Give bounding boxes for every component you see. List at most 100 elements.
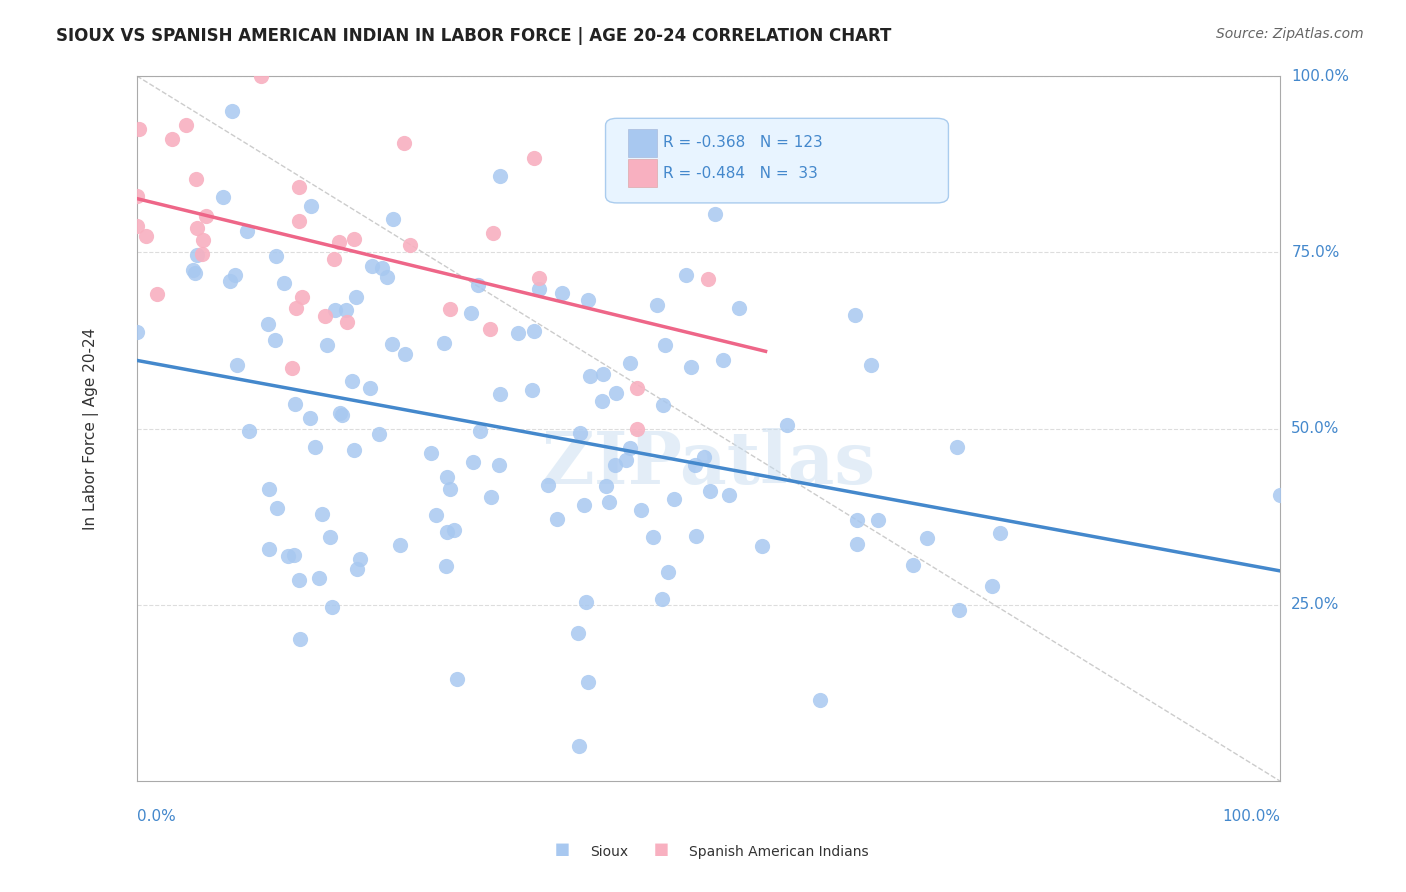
- Point: [371, 260, 394, 275]
- Point: [311, 507, 333, 521]
- Point: [915, 531, 938, 545]
- Point: [592, 367, 614, 381]
- Point: [681, 360, 703, 375]
- Point: [576, 675, 599, 690]
- Point: [287, 573, 309, 587]
- Point: [316, 338, 339, 352]
- Point: [436, 525, 458, 540]
- Point: [343, 231, 366, 245]
- Point: [569, 426, 592, 441]
- Point: [614, 453, 637, 467]
- Point: [236, 224, 259, 238]
- Point: [901, 558, 924, 573]
- Point: [728, 301, 751, 315]
- Point: [523, 324, 546, 338]
- Point: [146, 286, 169, 301]
- Point: [266, 249, 288, 263]
- Point: [281, 361, 304, 376]
- Point: [249, 69, 271, 83]
- Point: [330, 408, 353, 422]
- Point: [224, 268, 246, 282]
- Point: [443, 523, 465, 537]
- Point: [808, 692, 831, 706]
- Point: [257, 317, 280, 331]
- Point: [322, 252, 344, 266]
- Point: [522, 383, 544, 397]
- Point: [481, 226, 503, 240]
- Point: [388, 538, 411, 552]
- Point: [651, 591, 673, 606]
- Point: [273, 276, 295, 290]
- Point: [537, 478, 560, 492]
- Point: [346, 562, 368, 576]
- Point: [191, 233, 214, 247]
- Point: [340, 374, 363, 388]
- Point: [946, 440, 969, 454]
- Text: Sioux: Sioux: [591, 846, 628, 859]
- Point: [439, 301, 461, 316]
- Point: [675, 268, 697, 282]
- Point: [595, 479, 617, 493]
- Point: [711, 353, 734, 368]
- Text: R = -0.484   N =  33: R = -0.484 N = 33: [662, 166, 817, 181]
- Point: [645, 298, 668, 312]
- Point: [751, 539, 773, 553]
- Point: [329, 406, 352, 420]
- Point: [328, 235, 350, 250]
- Point: [718, 488, 741, 502]
- Point: [699, 483, 721, 498]
- Point: [575, 595, 598, 609]
- Point: [776, 418, 799, 433]
- Point: [506, 326, 529, 340]
- Text: ZIPatlas: ZIPatlas: [541, 428, 876, 500]
- Point: [657, 566, 679, 580]
- Point: [697, 271, 720, 285]
- Point: [128, 122, 150, 136]
- Point: [479, 490, 502, 504]
- Point: [263, 333, 285, 347]
- Point: [225, 359, 247, 373]
- Point: [546, 511, 568, 525]
- Point: [221, 104, 243, 119]
- Point: [343, 442, 366, 457]
- Text: 25.0%: 25.0%: [1291, 598, 1340, 612]
- Point: [619, 441, 641, 455]
- Point: [467, 278, 489, 293]
- Point: [344, 290, 367, 304]
- Point: [988, 525, 1011, 540]
- Point: [859, 358, 882, 372]
- Text: R = -0.368   N = 123: R = -0.368 N = 123: [662, 136, 823, 151]
- Point: [662, 492, 685, 507]
- Point: [277, 549, 299, 563]
- Point: [693, 450, 716, 464]
- Point: [194, 209, 217, 223]
- Text: SIOUX VS SPANISH AMERICAN INDIAN IN LABOR FORCE | AGE 20-24 CORRELATION CHART: SIOUX VS SPANISH AMERICAN INDIAN IN LABO…: [56, 27, 891, 45]
- Point: [425, 508, 447, 523]
- Point: [652, 398, 675, 412]
- Point: [381, 337, 404, 351]
- Point: [135, 228, 157, 243]
- Point: [211, 189, 233, 203]
- Point: [394, 347, 416, 361]
- Point: [257, 542, 280, 557]
- Point: [375, 269, 398, 284]
- Point: [238, 424, 260, 438]
- Point: [125, 219, 148, 234]
- Point: [125, 325, 148, 339]
- Point: [446, 672, 468, 686]
- Point: [479, 322, 502, 336]
- Point: [382, 211, 405, 226]
- Point: [591, 394, 613, 409]
- Text: 0.0%: 0.0%: [136, 809, 176, 824]
- Text: 100.0%: 100.0%: [1291, 69, 1350, 84]
- Text: ▪: ▪: [554, 838, 571, 862]
- Point: [605, 386, 627, 401]
- Point: [283, 548, 305, 562]
- Point: [846, 513, 869, 527]
- Point: [527, 270, 550, 285]
- Point: [523, 151, 546, 165]
- Point: [184, 172, 207, 186]
- Point: [626, 381, 648, 395]
- Point: [298, 410, 321, 425]
- Point: [567, 626, 589, 640]
